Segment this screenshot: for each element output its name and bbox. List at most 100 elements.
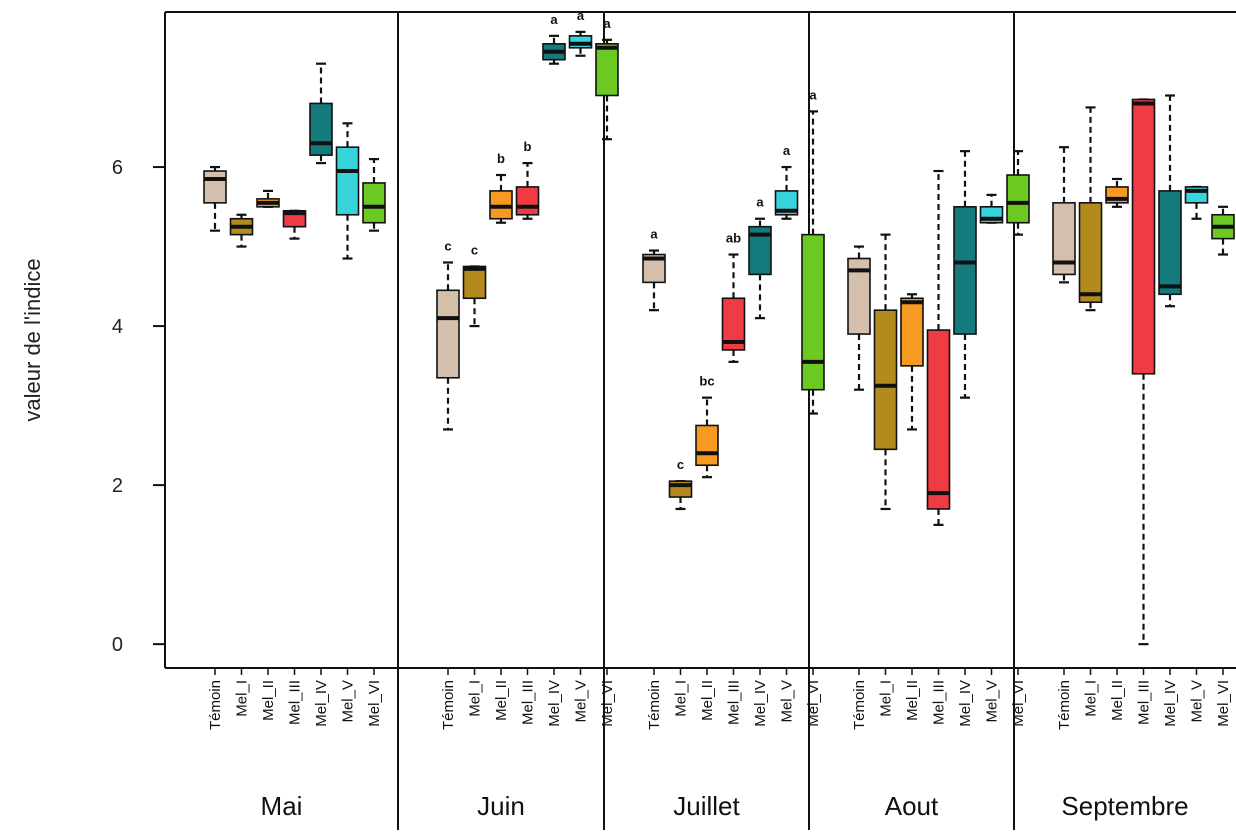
category-label: Mel_IV — [546, 680, 563, 727]
box-juin-mel-vi — [595, 38, 619, 141]
category-label: Témoin — [440, 680, 457, 730]
category-label: Mel_IV — [957, 680, 974, 727]
iqr-box — [1131, 98, 1156, 375]
iqr-box — [515, 186, 540, 216]
category-label: Mel_II — [699, 680, 716, 721]
iqr-box — [721, 297, 746, 351]
significance-letter: ab — [726, 231, 741, 246]
category-label: Mel_I — [673, 680, 690, 717]
box-aout-mel-vi — [1006, 150, 1030, 236]
box-septembre-mel-iii — [1131, 98, 1156, 646]
axes-layer — [153, 11, 1236, 830]
box-juillet-mel-i — [668, 480, 693, 511]
significance-letter: a — [809, 87, 817, 102]
month-label: Mai — [261, 791, 303, 821]
iqr-box — [801, 233, 825, 391]
y-tick-label: 0 — [112, 634, 123, 656]
category-label: Témoin — [207, 680, 224, 730]
box-septembre-mel-vi — [1211, 205, 1235, 256]
significance-letter: c — [444, 238, 451, 253]
box-mai-mel-iv — [309, 62, 333, 165]
iqr-box — [873, 309, 898, 451]
box-juillet-mel-vi — [801, 110, 825, 415]
iqr-box — [1052, 202, 1076, 276]
box-mai-mel-iii — [282, 209, 307, 240]
iqr-box — [900, 297, 924, 367]
box-mai-mel-ii — [256, 189, 280, 208]
month-label: Septembre — [1061, 791, 1188, 821]
box-mai-t-moin — [203, 165, 227, 232]
significance-letter: c — [677, 457, 684, 472]
iqr-box — [1158, 190, 1182, 296]
category-label: Mel_VI — [599, 680, 616, 727]
category-label: Mel_VI — [1010, 680, 1027, 727]
box-septembre-mel-ii — [1105, 177, 1129, 208]
category-label: Mel_V — [984, 680, 1001, 723]
box-juin-mel-v — [568, 30, 593, 57]
category-label: Mel_III — [931, 680, 948, 725]
month-label: Juillet — [673, 791, 740, 821]
box-juin-mel-ii — [489, 173, 513, 224]
significance-letter: a — [550, 12, 558, 27]
iqr-box — [436, 289, 460, 379]
box-mai-mel-v — [335, 122, 360, 260]
category-label: Mel_II — [904, 680, 921, 721]
iqr-box — [335, 146, 360, 216]
box-aout-t-moin — [847, 245, 871, 391]
category-label: Mel_III — [726, 680, 743, 725]
category-label: Mel_VI — [1215, 680, 1232, 727]
category-label: Mel_V — [573, 680, 590, 723]
box-septembre-t-moin — [1052, 146, 1076, 284]
significance-letter: a — [756, 195, 764, 210]
category-label: Mel_II — [1109, 680, 1126, 721]
category-label: Mel_V — [1189, 680, 1206, 723]
box-juin-mel-i — [462, 265, 487, 328]
category-label: Mel_IV — [752, 680, 769, 727]
significance-letter: a — [783, 143, 791, 158]
box-juillet-t-moin — [642, 249, 666, 312]
significance-letter: a — [650, 227, 658, 242]
box-septembre-mel-iv — [1158, 94, 1182, 308]
iqr-box — [847, 257, 871, 335]
y-tick-label: 4 — [112, 316, 123, 338]
box-juin-mel-iv — [542, 34, 566, 65]
category-label: Témoin — [646, 680, 663, 730]
boxes-layer — [203, 30, 1235, 646]
category-label: Mel_VI — [805, 680, 822, 727]
iqr-box — [203, 170, 227, 204]
y-tick-label: 6 — [112, 157, 123, 179]
iqr-box — [953, 206, 977, 335]
box-juillet-mel-iii — [721, 253, 746, 363]
iqr-box — [1078, 202, 1103, 304]
category-label: Mel_V — [779, 680, 796, 723]
category-label: Mel_I — [467, 680, 484, 717]
box-septembre-mel-v — [1184, 185, 1209, 220]
category-label: Mel_III — [1136, 680, 1153, 725]
significance-letter: b — [524, 139, 532, 154]
significance-letter: bc — [699, 374, 714, 389]
iqr-box — [926, 329, 951, 510]
iqr-box — [695, 424, 719, 467]
significance-letter: a — [577, 8, 585, 23]
box-aout-mel-ii — [900, 293, 924, 431]
box-juin-mel-iii — [515, 161, 540, 220]
category-label: Mel_I — [878, 680, 895, 717]
category-label: Mel_I — [1083, 680, 1100, 717]
iqr-box — [748, 225, 772, 276]
labels-layer: 0 2 4 6 valeur de l'indice Mai Témoin Mel_I Mel_… — [20, 8, 1232, 821]
y-axis-label: valeur de l'indice — [20, 258, 45, 421]
category-label: Mel_II — [260, 680, 277, 721]
category-label: Témoin — [851, 680, 868, 730]
box-mai-mel-vi — [362, 158, 386, 232]
box-aout-mel-v — [979, 193, 1004, 224]
iqr-box — [462, 265, 487, 300]
iqr-box — [1006, 174, 1030, 224]
category-label: Mel_III — [520, 680, 537, 725]
category-label: Mel_IV — [313, 680, 330, 727]
category-label: Mel_I — [234, 680, 251, 717]
month-label: Aout — [885, 791, 939, 821]
box-aout-mel-iii — [926, 169, 951, 526]
iqr-box — [595, 43, 619, 97]
